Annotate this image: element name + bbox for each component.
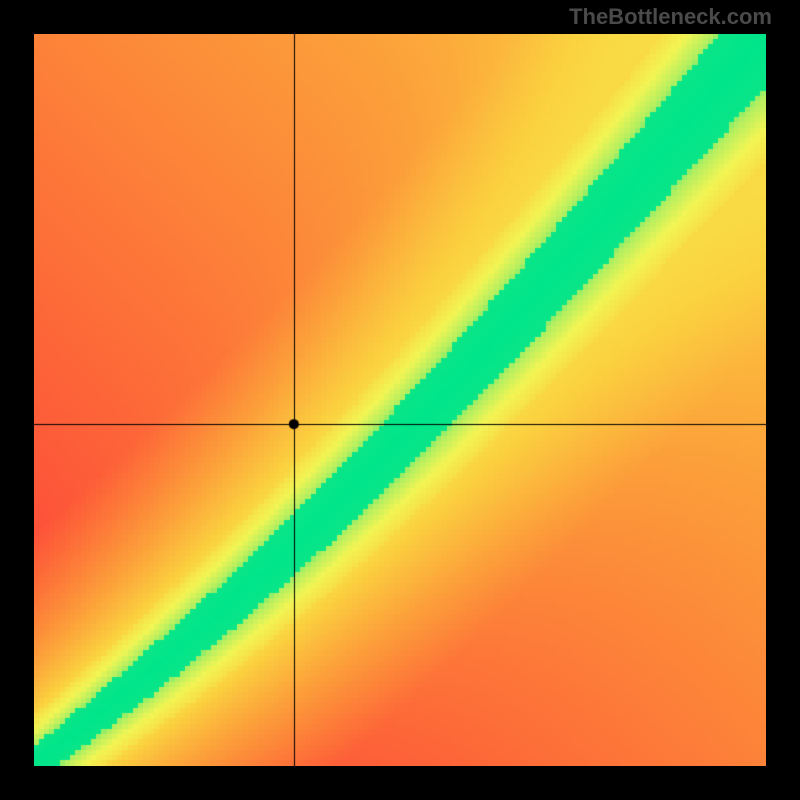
watermark-text: TheBottleneck.com (569, 4, 772, 30)
bottleneck-heatmap (34, 34, 766, 766)
chart-root: TheBottleneck.com (0, 0, 800, 800)
